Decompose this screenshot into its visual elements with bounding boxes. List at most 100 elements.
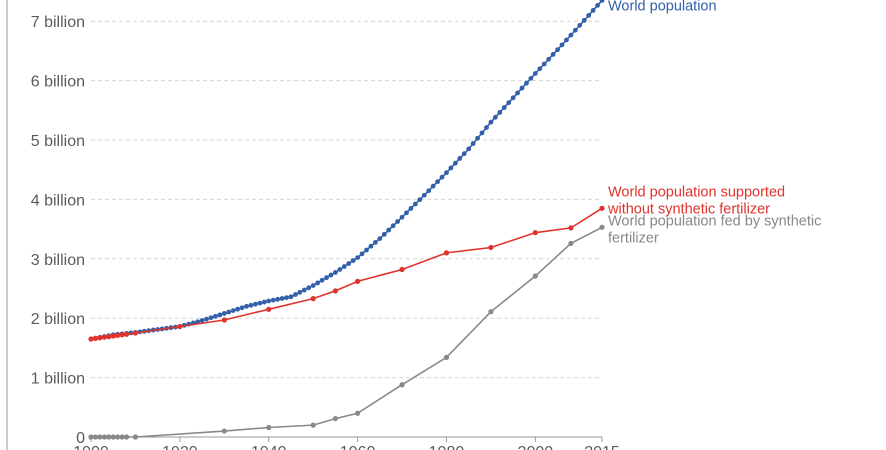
data-point <box>426 188 432 194</box>
y-tick-label: 7 billion <box>31 14 85 31</box>
y-tick-labels: 0 1 billion 2 billion 3 billion 4 billion 5 b… <box>31 14 85 447</box>
data-point <box>337 267 343 272</box>
data-point <box>404 210 409 216</box>
x-tick-label: 1920 <box>162 444 198 450</box>
data-point <box>132 330 139 336</box>
data-point <box>408 206 414 211</box>
data-point <box>235 306 241 312</box>
data-point <box>204 316 209 322</box>
series-1 <box>88 0 605 342</box>
data-point <box>368 243 374 249</box>
data-point <box>537 66 543 72</box>
data-point <box>101 334 107 340</box>
y-tick-label: 6 billion <box>31 74 85 91</box>
data-point <box>332 288 338 294</box>
data-point <box>332 415 338 422</box>
data-point <box>372 240 378 245</box>
data-point <box>439 174 445 180</box>
data-point <box>248 302 254 308</box>
data-point <box>488 119 494 125</box>
data-point <box>492 114 498 120</box>
data-point <box>443 354 450 360</box>
data-point <box>110 333 116 339</box>
series-line <box>90 207 603 340</box>
series-label: without synthetic fertilizer <box>607 201 770 217</box>
data-point <box>341 264 347 269</box>
data-point <box>595 3 600 8</box>
data-point <box>306 285 312 291</box>
series-label: fertilizer <box>608 230 659 246</box>
data-point <box>475 135 480 141</box>
data-point <box>577 22 583 28</box>
data-point <box>106 434 112 440</box>
data-point <box>430 183 436 189</box>
data-point <box>177 323 183 330</box>
data-point <box>532 71 538 76</box>
x-tick-label: 1980 <box>429 444 465 450</box>
data-point <box>519 85 525 91</box>
data-point <box>466 146 472 152</box>
data-point <box>310 296 316 302</box>
data-point <box>488 244 494 251</box>
data-point <box>92 434 99 440</box>
data-point <box>457 156 463 161</box>
data-point <box>253 301 258 307</box>
x-tick-label: 1960 <box>340 444 376 450</box>
data-point <box>355 278 361 284</box>
data-point <box>417 197 423 203</box>
data-point <box>221 311 227 316</box>
data-point <box>279 296 285 301</box>
data-point <box>421 192 427 198</box>
data-point <box>359 251 365 257</box>
series-line <box>90 0 603 340</box>
data-point <box>515 90 520 96</box>
data-point <box>435 179 440 185</box>
data-point <box>381 231 387 237</box>
data-point <box>199 318 205 323</box>
x-tick-label: 2015 <box>584 444 620 450</box>
data-point <box>568 32 574 38</box>
data-point <box>572 27 578 33</box>
data-point <box>399 214 405 220</box>
data-point <box>119 332 125 338</box>
data-point <box>564 37 569 43</box>
y-tick-label: 3 billion <box>31 252 85 269</box>
data-point <box>590 7 596 13</box>
data-point <box>568 240 574 246</box>
data-point <box>399 382 405 388</box>
data-point <box>319 277 325 283</box>
data-point <box>310 283 316 288</box>
data-point <box>213 313 218 319</box>
data-point <box>301 287 307 293</box>
data-point <box>550 52 556 57</box>
data-point <box>395 219 400 224</box>
y-tick-label: 5 billion <box>31 133 85 150</box>
data-point <box>97 434 103 440</box>
series-3 <box>88 224 605 440</box>
y-tick-label: 4 billion <box>31 192 85 209</box>
x-tick-labels: 1900 1920 1940 1960 1980 2000 2015 <box>73 444 620 450</box>
data-point <box>399 266 405 273</box>
data-point <box>310 422 316 428</box>
x-tick-label: 2000 <box>518 444 554 450</box>
data-point <box>412 201 418 207</box>
data-point <box>501 105 507 110</box>
axes <box>6 0 603 450</box>
data-point <box>470 141 476 146</box>
data-point <box>581 17 587 23</box>
data-point <box>364 247 369 253</box>
data-point <box>497 110 503 115</box>
x-tick-label: 1940 <box>251 444 287 450</box>
data-point <box>266 306 272 312</box>
data-point <box>510 95 516 101</box>
data-point <box>97 335 103 341</box>
data-point <box>328 272 334 278</box>
data-point <box>266 424 272 431</box>
data-point <box>448 165 454 171</box>
data-point <box>106 334 112 340</box>
data-point <box>532 273 538 279</box>
data-point <box>88 336 94 342</box>
data-point <box>350 258 356 263</box>
series-label: World population fed by synthetic <box>608 213 821 229</box>
